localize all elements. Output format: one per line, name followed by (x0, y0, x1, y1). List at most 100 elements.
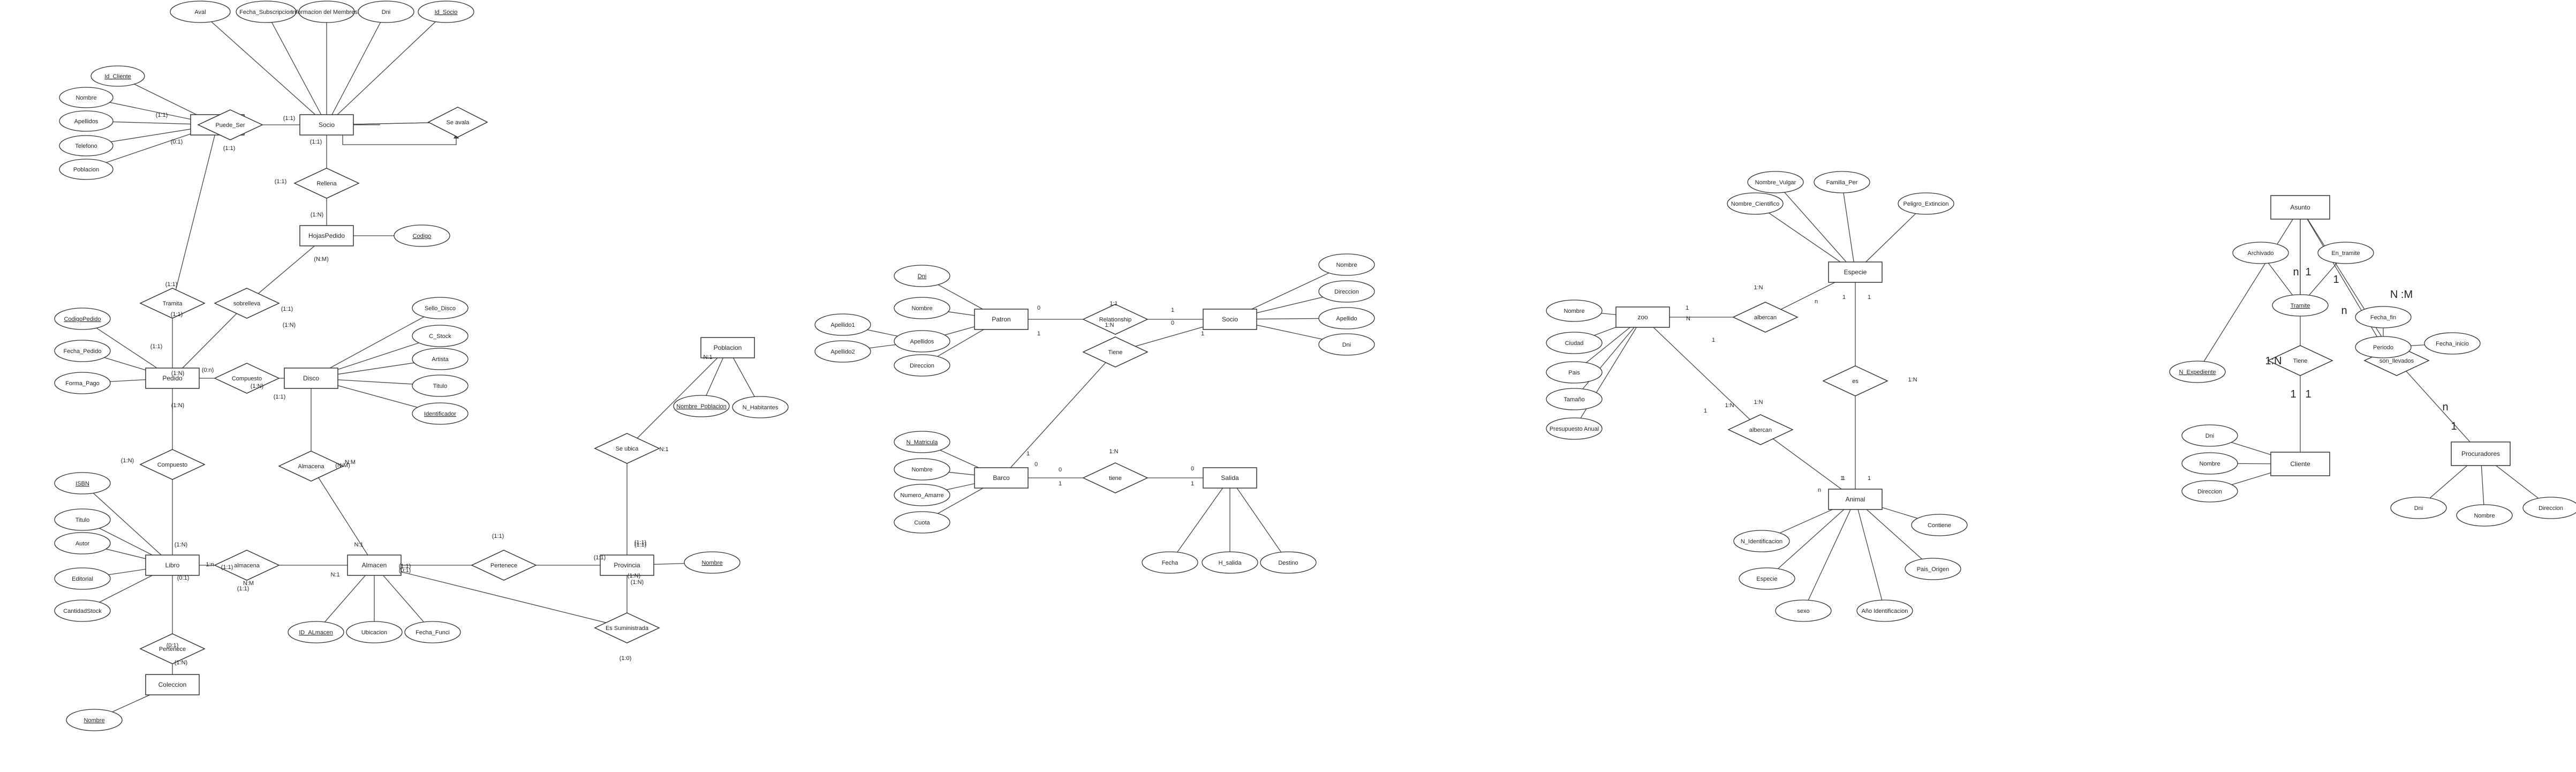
attribute-ellipse[interactable]: Peligro_Extincion (1898, 192, 1954, 215)
attribute-ellipse[interactable]: Direccion (894, 354, 950, 377)
key-attribute-ellipse[interactable]: Identificador (412, 402, 469, 425)
attribute-ellipse[interactable]: En_tramite (2317, 242, 2374, 264)
attribute-ellipse[interactable]: Autor (54, 532, 111, 554)
attribute-ellipse[interactable]: Fecha (1142, 551, 1198, 574)
attribute-ellipse[interactable]: Nombre (2181, 452, 2238, 475)
attribute-ellipse[interactable]: Apellido2 (814, 340, 871, 363)
key-attribute-ellipse[interactable]: Id_Cliente (90, 65, 145, 87)
entity-box[interactable]: Poblacion (700, 337, 755, 358)
attribute-ellipse[interactable]: Forma_Pago (54, 372, 111, 394)
attribute-ellipse[interactable]: Direccion (2181, 480, 2238, 503)
attribute-ellipse[interactable]: Nombre_Vulgar (1747, 171, 1804, 193)
entity-box[interactable]: Especie (1828, 261, 1883, 283)
attribute-ellipse[interactable]: Sello_Disco (412, 297, 469, 319)
attribute-ellipse[interactable]: Fecha_inicio (2424, 332, 2481, 355)
entity-box[interactable]: Salida (1203, 467, 1257, 489)
attribute-ellipse[interactable]: Cuota (894, 511, 950, 534)
attribute-ellipse[interactable]: Fecha_Subscripcion (236, 1, 297, 23)
attribute-ellipse[interactable]: N_Habitantes (732, 396, 789, 418)
attribute-ellipse[interactable]: Fecha_fin (2355, 306, 2412, 328)
entity-box[interactable]: Provincia (600, 554, 654, 576)
attribute-ellipse[interactable]: Nombre (1318, 253, 1375, 276)
relationship-diamond[interactable]: Relationship (1082, 304, 1149, 335)
entity-box[interactable]: Barco (974, 467, 1029, 489)
relationship-diamond[interactable]: tiene (1082, 462, 1149, 493)
key-attribute-ellipse[interactable]: ID_ALmacen (288, 621, 344, 643)
attribute-ellipse[interactable]: Ciudad (1546, 332, 1603, 354)
key-attribute-ellipse[interactable]: Codigo (394, 224, 450, 247)
relationship-diamond[interactable]: Compuesto (139, 449, 206, 480)
attribute-ellipse[interactable]: Nombre (894, 458, 950, 481)
entity-box[interactable]: Coleccion (145, 674, 200, 695)
attribute-ellipse[interactable]: Fecha_Pedido (54, 340, 111, 362)
relationship-diamond[interactable]: Pertenece (471, 550, 537, 581)
relationship-diamond[interactable]: Puede_Ser (197, 109, 263, 140)
key-attribute-ellipse[interactable]: CodigoPedido (54, 308, 111, 330)
attribute-ellipse[interactable]: Direccion (1318, 280, 1375, 303)
attribute-ellipse[interactable]: Apellidos (59, 110, 114, 132)
attribute-ellipse[interactable]: Artista (412, 348, 469, 370)
relationship-diamond[interactable]: albercan (1732, 302, 1799, 333)
attribute-ellipse[interactable]: Direccion (2522, 497, 2576, 519)
key-attribute-ellipse[interactable]: Nombre (684, 551, 741, 574)
attribute-ellipse[interactable]: Tamaño (1546, 388, 1603, 410)
attribute-ellipse[interactable]: Telefono (59, 135, 114, 156)
entity-box[interactable]: Asunto (2270, 195, 2330, 220)
attribute-ellipse[interactable]: Archivado (2232, 242, 2289, 264)
attribute-ellipse[interactable]: Nombre (2456, 504, 2513, 527)
attribute-ellipse[interactable]: Dni (2390, 497, 2447, 519)
attribute-ellipse[interactable]: Numero_Amarre (894, 484, 950, 506)
attribute-ellipse[interactable]: Especie (1739, 567, 1795, 590)
attribute-ellipse[interactable]: Nombre (894, 297, 950, 319)
attribute-ellipse[interactable]: C_Stock (412, 325, 469, 347)
attribute-ellipse[interactable]: Poblacion (59, 159, 114, 180)
relationship-diamond[interactable]: Tiene (1082, 336, 1149, 368)
attribute-ellipse[interactable]: N_Identificacion (1733, 530, 1790, 552)
relationship-diamond[interactable]: sobrelleva (214, 288, 280, 319)
attribute-ellipse[interactable]: Fecha_Funci (404, 621, 461, 643)
entity-box[interactable]: Socio (299, 114, 354, 136)
attribute-ellipse[interactable]: Dni (358, 1, 414, 23)
attribute-ellipse[interactable]: Destino (1260, 551, 1317, 574)
key-attribute-ellipse[interactable]: Nombre (66, 709, 123, 731)
attribute-ellipse[interactable]: Aval (170, 1, 231, 23)
relationship-diamond[interactable]: Es Suministrada (594, 612, 660, 643)
attribute-ellipse[interactable]: Informacion del Membresia (291, 1, 363, 23)
attribute-ellipse[interactable]: Nombre (1546, 299, 1603, 322)
attribute-ellipse[interactable]: Editorial (54, 567, 111, 590)
relationship-diamond[interactable]: Rellena (293, 168, 360, 199)
attribute-ellipse[interactable]: H_salida (1202, 551, 1258, 574)
relationship-diamond[interactable]: es (1822, 365, 1888, 396)
attribute-ellipse[interactable]: Apellido1 (814, 313, 871, 336)
attribute-ellipse[interactable]: sexo (1775, 599, 1832, 622)
attribute-ellipse[interactable]: Dni (1318, 333, 1375, 356)
attribute-ellipse[interactable]: Pais_Origen (1905, 558, 1961, 580)
relationship-diamond[interactable]: Tiene (2267, 345, 2333, 376)
key-attribute-ellipse[interactable]: N_Expediente (2169, 361, 2226, 383)
relationship-diamond[interactable]: Tramita (139, 288, 206, 319)
relationship-diamond[interactable]: Se avala (427, 107, 488, 138)
attribute-ellipse[interactable]: Año Identificacion (1856, 599, 1913, 622)
relationship-diamond[interactable]: almacena (214, 550, 280, 581)
key-attribute-ellipse[interactable]: Nombre_Poblacion (673, 395, 730, 417)
entity-box[interactable]: Patron (974, 309, 1029, 330)
attribute-ellipse[interactable]: Presupuesto Anual (1546, 417, 1603, 440)
entity-box[interactable]: Libro (145, 554, 200, 576)
attribute-ellipse[interactable]: Apellido (1318, 307, 1375, 329)
entity-box[interactable]: zoo (1615, 306, 1670, 328)
attribute-ellipse[interactable]: Nombre (59, 87, 114, 108)
attribute-ellipse[interactable]: Nombre_Cientifico (1727, 192, 1784, 215)
relationship-diamond[interactable]: Almacena (278, 451, 344, 482)
entity-box[interactable]: Socio (1203, 309, 1257, 330)
attribute-ellipse[interactable]: Pais (1546, 361, 1603, 384)
entity-box[interactable]: Almacen (347, 554, 402, 576)
attribute-ellipse[interactable]: Periodo (2355, 336, 2412, 358)
attribute-ellipse[interactable]: Familia_Per (1814, 171, 1870, 193)
attribute-ellipse[interactable]: Dni (2181, 424, 2238, 447)
entity-box[interactable]: Pedido (145, 368, 200, 389)
key-attribute-ellipse[interactable]: Dni (894, 265, 950, 287)
relationship-diamond[interactable]: Compuesto (214, 363, 280, 394)
key-attribute-ellipse[interactable]: N_Matricula (894, 431, 950, 453)
attribute-ellipse[interactable]: Titulo (412, 374, 469, 397)
attribute-ellipse[interactable]: Apellidos (894, 330, 950, 353)
